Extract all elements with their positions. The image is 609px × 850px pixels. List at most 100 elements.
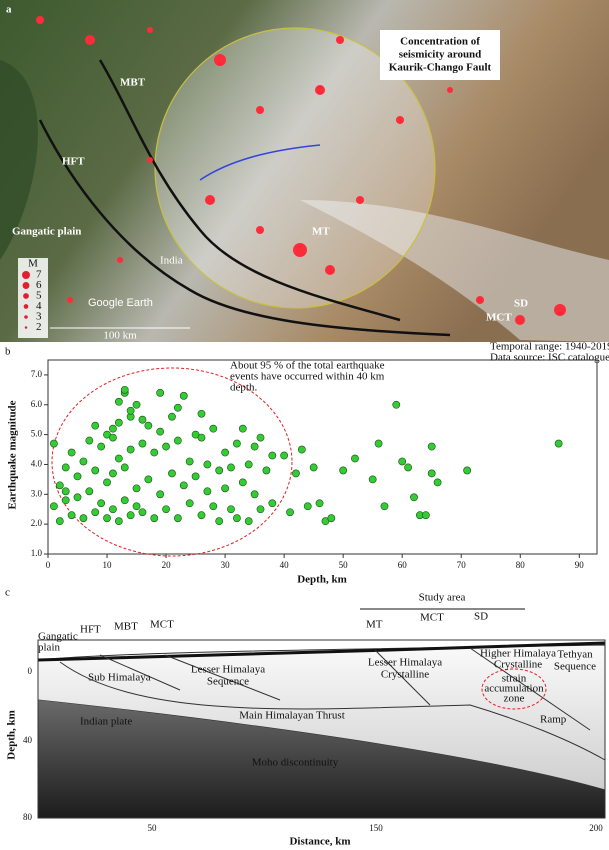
panel-c: c Study area HFT MBT MCT MT MCT SD Ganga… <box>5 587 606 848</box>
data-point <box>392 400 401 409</box>
legend-symbol <box>24 326 28 329</box>
scale-label: 100 km <box>103 330 137 342</box>
layer-label: Indian plate <box>80 716 132 728</box>
zone-label: zone <box>504 693 525 705</box>
callout-box <box>380 30 500 80</box>
y-tick-label: 1.0 <box>31 548 43 558</box>
x-tick-label: 60 <box>398 560 408 570</box>
data-point <box>221 448 229 457</box>
callout: Kaurik-Chango Fault <box>389 62 492 74</box>
data-point <box>185 457 194 466</box>
layer-label: Moho discontinuity <box>252 757 339 769</box>
data-point <box>103 514 111 523</box>
y-tick-label: 5.0 <box>31 429 43 439</box>
legend-label: 6 <box>36 279 42 291</box>
data-point <box>368 475 377 484</box>
data-point <box>197 511 206 520</box>
data-point <box>410 493 418 502</box>
data-point <box>73 493 82 502</box>
x-tick-label: 50 <box>339 560 349 570</box>
y-tick-label: 6.0 <box>31 399 43 409</box>
data-point <box>73 472 82 481</box>
y-axis-label: Earthquake magnitude <box>7 400 19 509</box>
data-point <box>185 499 194 508</box>
data-point <box>244 517 253 526</box>
legend-title: M <box>28 258 38 270</box>
data-point <box>173 514 182 523</box>
watermark: Google Earth <box>88 297 153 309</box>
zone-label: strain <box>502 673 527 685</box>
data-point <box>463 466 472 475</box>
fault-label: MT <box>312 226 330 238</box>
y-axis-label: Depth, km <box>6 710 18 760</box>
x-tick-label: 10 <box>103 560 113 570</box>
fault-label: MCT <box>420 612 444 624</box>
data-point <box>554 439 563 448</box>
snow <box>300 200 609 342</box>
unit-label: Sequence <box>207 676 249 688</box>
data-point <box>138 439 147 448</box>
data-point <box>67 511 76 520</box>
data-point <box>138 508 147 517</box>
annotation: depth. <box>230 382 257 394</box>
data-point <box>250 490 259 499</box>
data-point <box>55 517 64 526</box>
data-point <box>67 448 76 457</box>
data-point <box>114 418 123 427</box>
fault-trace <box>99 647 591 731</box>
data-point <box>109 424 117 433</box>
place-label: plain <box>38 642 60 654</box>
data-point <box>61 496 70 505</box>
legend-label: 7 <box>36 269 42 281</box>
data-point <box>292 469 300 478</box>
data-point <box>114 517 123 526</box>
data-point <box>215 517 224 526</box>
seismic-dots <box>36 16 566 325</box>
data-point <box>79 514 88 523</box>
data-point <box>97 442 106 451</box>
data-point <box>179 391 188 400</box>
data-point <box>156 388 165 397</box>
x-tick-label: 150 <box>369 823 383 833</box>
study-area: Study area <box>419 592 466 604</box>
data-point <box>380 502 389 511</box>
place-label: Gangatic plain <box>12 226 81 238</box>
data-point <box>238 478 247 487</box>
data-point <box>315 499 324 508</box>
annotation: About 95 % of the total earthquake <box>230 360 385 372</box>
callout: seismicity around <box>399 49 482 61</box>
river <box>199 144 321 181</box>
fault-line <box>98 59 401 322</box>
data-point <box>126 445 135 454</box>
data-point <box>162 505 170 514</box>
data-point <box>209 424 218 433</box>
data-point <box>114 454 123 463</box>
plot-frame <box>47 359 598 555</box>
data-point <box>421 511 430 520</box>
zone-label: accumulation <box>484 683 544 695</box>
data-point <box>280 451 289 460</box>
fault-label: HFT <box>80 624 101 636</box>
data-point <box>168 469 176 478</box>
legend-symbol <box>23 293 29 299</box>
data-point <box>197 433 206 442</box>
data-point <box>309 463 318 472</box>
data-point <box>256 433 265 442</box>
legend-label: 4 <box>36 300 42 312</box>
plot-frame <box>37 639 606 819</box>
data-point <box>297 445 306 454</box>
data-point <box>138 415 147 424</box>
thrust <box>59 661 606 761</box>
depth-ellipse <box>51 367 293 557</box>
x-tick-label: 80 <box>516 560 526 570</box>
data-point <box>79 457 88 466</box>
fault-label: MBT <box>120 77 146 89</box>
data-point <box>103 478 111 487</box>
layer-label: Main Himalayan Thrust <box>239 710 345 722</box>
data-point <box>150 448 159 457</box>
data-point <box>404 463 412 472</box>
data-point <box>215 466 224 475</box>
fault-label: MT <box>366 619 383 631</box>
data-point <box>156 427 165 436</box>
surface <box>37 641 606 662</box>
